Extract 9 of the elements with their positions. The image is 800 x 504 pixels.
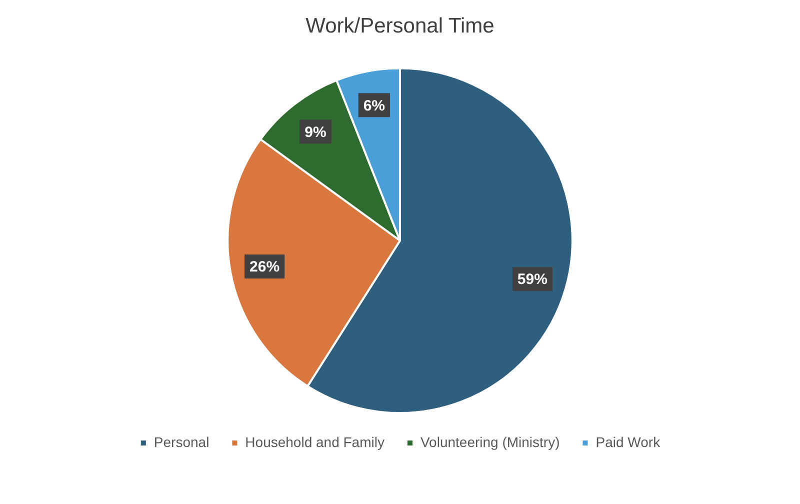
data-label: 6% — [363, 97, 385, 114]
legend-label: Volunteering (Ministry) — [420, 434, 560, 450]
data-label: 59% — [517, 271, 548, 288]
data-label: 26% — [250, 258, 280, 276]
data-label: 9% — [304, 124, 326, 141]
chart-title: Work/Personal Time — [306, 14, 494, 38]
legend-label: Personal — [154, 434, 210, 450]
legend-label: Household and Family — [245, 434, 384, 450]
legend-label: Paid Work — [596, 434, 662, 450]
